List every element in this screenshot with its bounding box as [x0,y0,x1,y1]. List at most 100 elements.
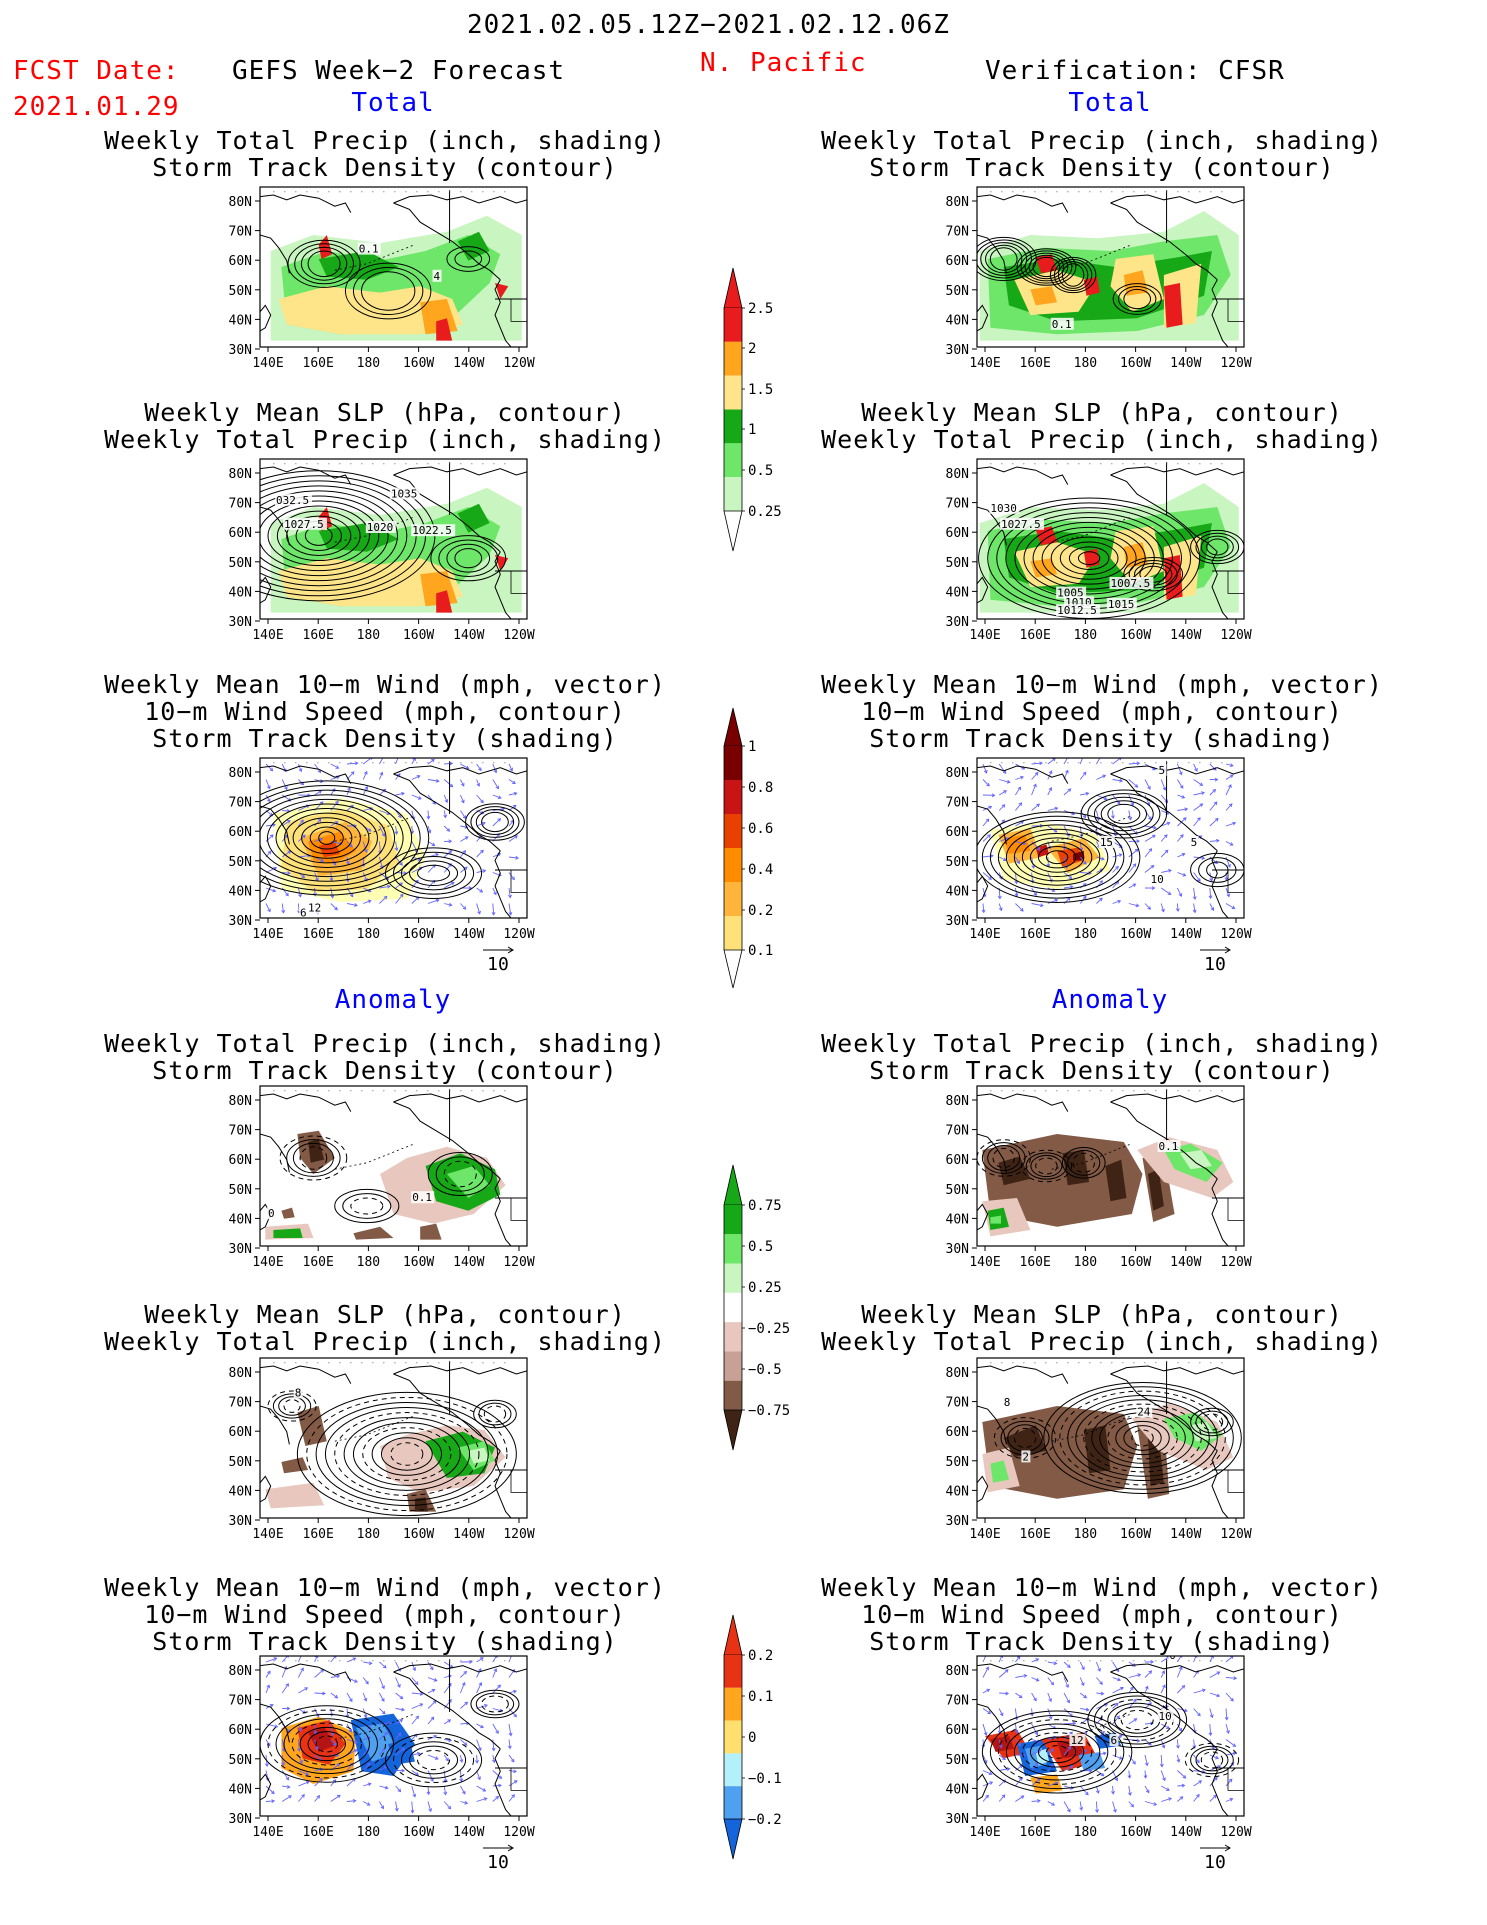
wind-vector-head [495,1795,500,1800]
wind-vector [982,779,990,787]
wind-vector-head [1209,877,1214,882]
wind-vector [492,1770,502,1779]
contour-line [1068,546,1110,570]
wind-vector-head [435,898,440,903]
wind-vector-head [1152,834,1156,839]
wind-vector [427,825,431,833]
wind-vector [1015,802,1022,811]
wind-vector-head [319,837,324,842]
lat-tick-label: 60N [229,1723,252,1738]
contour-line [1035,1157,1058,1175]
wind-vector [265,867,277,873]
wind-vector [1193,1780,1202,1787]
wind-vector-head [1133,1698,1137,1703]
wind-vector [314,1795,320,1802]
wind-vector [1015,776,1024,780]
wind-vector [346,762,358,765]
panel-title-line: Weekly Total Precip (inch, shading) [104,425,666,454]
wind-vector-head [1214,777,1219,782]
wind-vector-head [1196,1793,1200,1798]
wind-vector [1177,1708,1188,1712]
wind-vector-head [1194,768,1198,772]
wind-vector [330,776,340,780]
wind-vector-head [513,791,518,796]
wind-vector [982,1770,992,1775]
panel-title-line: Storm Track Density (shading) [152,724,618,753]
wind-vector [395,893,404,904]
wind-vector-head [1130,1803,1135,1808]
wind-vector [281,887,289,897]
wind-vector-head [1036,803,1040,808]
wind-vector-head [349,893,354,898]
wind-vector [1193,872,1201,882]
wind-vector-head [345,861,350,865]
contour-line [977,239,1032,279]
wind-vector-head [1040,903,1044,908]
panel-title-line: Weekly Total Precip (inch, shading) [821,1029,1383,1058]
contour-line [1045,850,1069,865]
wind-vector-head [498,1783,502,1788]
wind-vector [265,1785,275,1794]
lon-tick-label: 160E [1020,356,1051,371]
colorbar-segment [724,1234,742,1264]
panel-title: Weekly Total Precip (inch, shading) Storm… [45,1030,725,1084]
wind-vector-head [412,758,416,761]
wind-vector-head [1118,1734,1123,1739]
lon-tick-label: 160W [403,628,434,643]
wind-vector [411,841,418,853]
lon-tick-label: 160E [1020,927,1051,942]
contour-line [1029,1736,1085,1768]
wind-vector [379,1722,391,1725]
shading-region [420,1223,442,1240]
colorbar: 2.5 2 1.5 1 0.5 0.25 [723,267,782,552]
colorbar-segment [724,746,742,780]
wind-vector-head [1082,753,1085,756]
wind-vector [460,1739,468,1746]
wind-vector-head [508,894,512,899]
colorbar-tick-label: 1 [748,739,756,755]
panel-title: Weekly Total Precip (inch, shading) Storm… [762,1030,1442,1084]
wind-vector-head [412,1667,417,1672]
shading-region [1123,270,1148,296]
wind-vector-head [1100,1772,1105,1777]
wind-vector-head [267,850,272,855]
colorbar-tick-label: −0.25 [748,1321,790,1337]
contour-line [291,1722,362,1766]
wind-vector-head [283,768,287,773]
contour-line [1028,254,1065,280]
lon-tick-label: 180 [357,1825,380,1840]
wind-vector-head [1099,880,1103,884]
lat-tick-label: 70N [946,1396,969,1411]
contour-label: 1007.5 [1111,577,1151,590]
wind-vector [1112,1754,1123,1760]
wind-vector-head [1033,892,1037,896]
wind-vector-head [1100,1691,1105,1696]
wind-vector [395,1801,398,1811]
wind-vector-head [1118,758,1122,761]
wind-vector [265,887,276,892]
contour-line [470,1689,520,1719]
contour-line [1013,833,1101,882]
lon-tick-label: 140E [252,1255,283,1270]
wind-vector-head [1227,864,1231,868]
wind-vector-head [379,865,384,870]
wind-vector [427,1716,435,1725]
wind-vector [427,1785,430,1795]
forecast-model-title: GEFS Week−2 Forecast [232,56,566,86]
wind-vector [1128,863,1137,873]
wind-vector [1014,1723,1018,1734]
wind-vector-head [264,1763,269,1768]
wind-vector [362,1762,371,1771]
wind-vector [1128,1686,1134,1694]
wind-vector [1209,789,1216,796]
wind-vector [1176,1666,1183,1678]
wind-vector-head [1150,864,1155,869]
wind-vector [1031,872,1034,883]
wind-vector-head [1054,806,1059,811]
wind-vector-head [510,1758,515,1763]
wind-vector [395,1719,403,1725]
wind-vector-head [1182,872,1187,877]
contour-label: 12 [1070,1734,1083,1747]
contour-line [260,495,389,577]
wind-vector [362,1677,369,1685]
